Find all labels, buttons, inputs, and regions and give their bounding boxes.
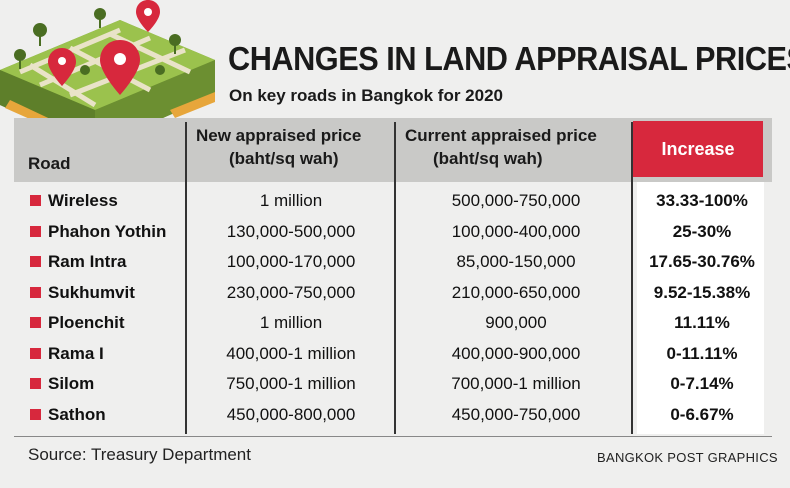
road-name: Phahon Yothin [48, 221, 167, 241]
new-price: 230,000-750,000 [226, 282, 356, 302]
increase-value: 17.65-30.76% [649, 252, 755, 271]
bullet-icon [30, 225, 41, 237]
current-price: 500,000-750,000 [451, 191, 581, 210]
bullet-icon [30, 256, 41, 267]
source-note: Source: Treasury Department [28, 445, 251, 464]
road-name: Rama I [48, 343, 104, 363]
page-title: CHANGES IN LAND APPRAISAL PRICES [228, 40, 790, 77]
road-name: Sukhumvit [48, 282, 135, 302]
new-price: 1 million [259, 313, 323, 332]
increase-value: 11.11% [674, 313, 730, 332]
page-subtitle: On key roads in Bangkok for 2020 [229, 86, 503, 105]
bullet-icon [30, 286, 41, 298]
column-header-new-price: New appraised price (baht/sq wah) [196, 124, 361, 170]
current-price: 900,000 [485, 313, 547, 332]
table-row: Wireless 1 million 500,000-750,000 33.33-10… [0, 186, 790, 216]
column-header-increase: Increase [633, 121, 763, 177]
current-price: 85,000-150,000 [456, 252, 576, 271]
column-divider [394, 122, 396, 434]
table-row: Sukhumvit 230,000-750,000 210,000-650,000 9… [0, 278, 790, 308]
map-pin-icon [136, 0, 160, 32]
increase-value: 25-30% [672, 221, 732, 241]
increase-value: 0-11.11% [666, 343, 738, 363]
column-header-current-line1: Current appraised price [405, 126, 597, 145]
road-name: Sathon [48, 404, 106, 424]
road-name: Ram Intra [48, 252, 127, 271]
map-pin-icon [48, 48, 76, 86]
column-header-new-line1: New appraised price [196, 126, 362, 145]
table-row: Phahon Yothin 130,000-500,000 100,000-400,… [0, 217, 790, 247]
new-price: 100,000-170,000 [226, 252, 356, 271]
new-price: 750,000-1 million [226, 374, 356, 393]
table-row: Sathon 450,000-800,000 450,000-750,000 0-6.… [0, 400, 790, 430]
column-divider [185, 122, 187, 434]
map-pin-icon [100, 40, 140, 95]
table-row: Silom 750,000-1 million 700,000-1 million 0… [0, 369, 790, 399]
column-header-current-price: Current appraised price (baht/sq wah) [405, 124, 597, 170]
column-divider [631, 122, 633, 434]
road-name: Silom [48, 374, 95, 393]
bullet-icon [30, 347, 41, 359]
bullet-icon [30, 408, 41, 420]
increase-value: 0-6.67% [670, 404, 734, 424]
column-header-road: Road [28, 154, 71, 173]
footer-divider [14, 436, 772, 437]
table-row: Rama I 400,000-1 million 400,000-900,000 0-… [0, 339, 790, 369]
credit-note: BANGKOK POST GRAPHICS [597, 450, 778, 465]
new-price: 130,000-500,000 [226, 221, 356, 241]
road-name: Wireless [48, 191, 118, 210]
bullet-icon [30, 378, 41, 389]
increase-value: 33.33-100% [656, 191, 748, 210]
increase-value: 9.52-15.38% [653, 282, 751, 302]
table-row: Ram Intra 100,000-170,000 85,000-150,000 17… [0, 247, 790, 277]
new-price: 400,000-1 million [226, 343, 356, 363]
increase-value: 0-7.14% [670, 374, 734, 393]
new-price: 1 million [259, 191, 323, 210]
bullet-icon [30, 195, 41, 206]
current-price: 450,000-750,000 [451, 404, 581, 424]
increase-column-bg [637, 182, 764, 434]
bullet-icon [30, 317, 41, 328]
column-header-current-line2: (baht/sq wah) [433, 149, 543, 168]
table-row: Ploenchit 1 million 900,000 11.11% [0, 308, 790, 338]
current-price: 400,000-900,000 [451, 343, 581, 363]
column-header-new-line2: (baht/sq wah) [229, 149, 339, 168]
current-price: 100,000-400,000 [451, 221, 581, 241]
current-price: 700,000-1 million [451, 374, 581, 393]
road-name: Ploenchit [48, 313, 125, 332]
current-price: 210,000-650,000 [451, 282, 581, 302]
new-price: 450,000-800,000 [226, 404, 356, 424]
